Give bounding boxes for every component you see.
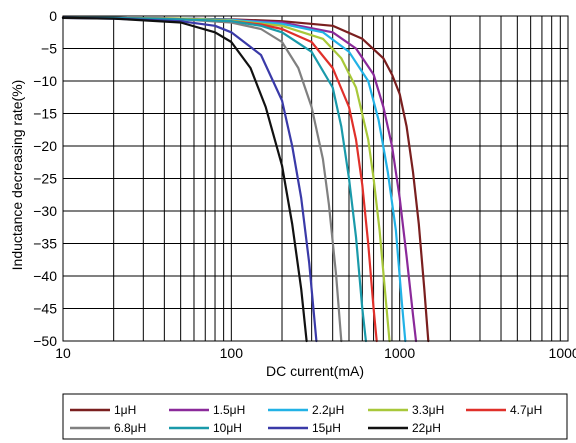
legend-label: 6.8μH <box>114 421 146 435</box>
y-tick-label: −50 <box>33 333 57 349</box>
series-line <box>61 16 367 343</box>
y-axis-label: Inductance decreasing rate(%) <box>9 80 25 271</box>
series-line <box>61 16 418 343</box>
legend-box <box>62 393 568 440</box>
y-tick-label: −35 <box>33 236 57 252</box>
legend-label: 3.3μH <box>412 403 444 417</box>
y-tick-label: −45 <box>33 301 57 317</box>
series-group <box>61 16 430 343</box>
grid <box>63 16 568 341</box>
legend-label: 22μH <box>412 421 441 435</box>
series-line <box>61 16 378 343</box>
x-tick-label: 10 <box>55 345 71 361</box>
legend-label: 2.2μH <box>312 403 344 417</box>
series-line <box>61 16 391 343</box>
legend-label: 10μH <box>213 421 242 435</box>
series-line <box>61 16 308 343</box>
y-tick-label: −10 <box>33 73 57 89</box>
y-tick-labels: 0 −5 −10 −15 −20 −25 −30 −35 −40 −45 −50 <box>33 8 57 349</box>
legend-label: 1μH <box>114 403 136 417</box>
x-tick-label: 10000 <box>549 345 576 361</box>
y-tick-label: −40 <box>33 268 57 284</box>
plot-frame <box>62 15 569 342</box>
legend: 1μH 1.5μH 2.2μH 3.3μH 4.7μH 6.8μH 10μH 15μH 22μH <box>62 393 568 440</box>
y-tick-label: −25 <box>33 171 57 187</box>
x-tick-label: 100 <box>220 345 244 361</box>
x-axis-label: DC current(mA) <box>266 363 364 379</box>
series-line <box>61 16 318 343</box>
y-tick-label: −15 <box>33 106 57 122</box>
legend-label: 15μH <box>312 421 341 435</box>
x-tick-labels: 10 100 1000 10000 <box>55 345 576 361</box>
legend-label: 1.5μH <box>213 403 245 417</box>
y-tick-label: −30 <box>33 203 57 219</box>
x-tick-label: 1000 <box>384 345 415 361</box>
series-line <box>61 16 343 343</box>
legend-label: 4.7μH <box>510 403 542 417</box>
series-line <box>61 16 407 343</box>
y-tick-label: −20 <box>33 138 57 154</box>
y-tick-label: −5 <box>41 41 57 57</box>
y-tick-label: 0 <box>49 8 57 24</box>
